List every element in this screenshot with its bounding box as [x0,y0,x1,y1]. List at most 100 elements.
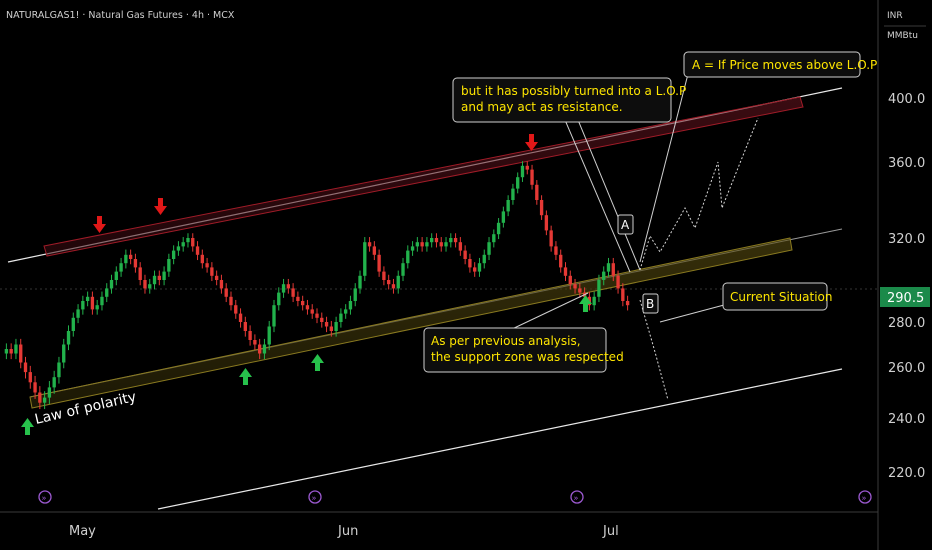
label-b-box[interactable]: B [642,293,659,314]
candle [167,253,171,277]
candle [238,308,243,328]
candle [148,278,152,294]
current-price-badge: 290.5 [880,287,930,307]
candle [95,299,99,315]
candle [176,241,181,256]
candle [320,312,324,328]
candle [434,233,439,248]
candle [229,291,233,311]
candle [195,241,200,261]
current-situation-text: Current Situation [730,290,833,304]
scenario-a-path [639,117,759,271]
candle [157,270,161,286]
candle [257,338,262,360]
y-tick-label: 240.0 [888,412,925,427]
candle [339,308,343,328]
scenario-a-pointer [639,73,689,263]
candle [363,237,367,282]
candle [348,295,353,315]
candle [549,225,553,252]
y-tick-label: 360.0 [888,156,925,171]
candle [85,291,90,307]
candle [300,295,305,311]
current-pointer [659,304,725,323]
candle [9,343,13,360]
candle [506,195,510,217]
candle [544,210,549,236]
candle [563,262,568,282]
candle [291,283,295,303]
lower-channel-line [157,368,843,510]
candle [372,241,377,261]
candle [52,370,56,394]
candle [568,270,572,290]
y-tick-label: 260.0 [888,361,925,376]
support-note-line2: the support zone was respected [431,350,624,364]
svg-text:»: » [862,494,867,503]
candle [439,237,443,252]
candle [477,257,482,277]
candle [468,253,472,273]
candle [305,299,310,315]
candle [128,249,133,265]
candle [511,183,515,205]
scenario-a-box[interactable]: A = If Price moves above L.O.P [683,51,877,78]
candle [516,172,520,194]
candle [353,283,357,307]
replay-icon[interactable]: » [570,490,584,504]
current-situation-box[interactable]: Current Situation [722,282,833,311]
candle [611,257,615,282]
candle [343,304,348,319]
candle [463,245,467,265]
candle [248,325,252,346]
support-note-box[interactable]: As per previous analysis, the support zo… [423,327,624,373]
candle [253,334,257,351]
candle [14,338,18,360]
candle [324,316,329,333]
down-arrow-icon [525,134,538,151]
candle [90,291,95,315]
candle [520,161,525,182]
time-axis[interactable] [0,512,878,550]
candle [387,274,391,290]
candle [138,262,142,286]
candle [458,237,463,256]
x-tick-labels: May Jun Jul [69,524,619,539]
candle [496,218,501,240]
candle [267,320,271,351]
candle [473,262,477,277]
candle [62,338,66,369]
candle [329,320,334,337]
x-tick-label: Jul [602,524,619,539]
candle [592,291,596,311]
y-tick-labels: 400.0 360.0 320.0 280.0 260.0 240.0 220.0 [888,92,925,481]
candle [133,253,138,273]
candle [453,233,458,248]
candle [616,270,620,294]
candle [621,283,625,307]
label-a-box[interactable]: A [617,214,634,235]
lop-note-box[interactable]: but it has possibly turned into a L.O.P … [452,77,686,123]
up-arrow-icon [239,368,252,385]
replay-icon[interactable]: » [308,490,322,504]
support-pointer [509,292,589,331]
currency-label: INR [887,11,903,21]
y-tick-label: 280.0 [888,316,925,331]
candle [262,338,267,360]
candle [191,233,195,252]
replay-icon[interactable]: » [858,490,872,504]
y-tick-label: 220.0 [888,466,925,481]
resistance-zone [43,96,804,257]
candle [334,316,338,337]
candle [377,249,381,277]
replay-icon[interactable]: » [38,490,52,504]
price-axis[interactable] [878,0,932,550]
candle [47,381,52,404]
candle [33,375,37,399]
lop-note-pointer [564,119,631,273]
candle [539,195,544,220]
candle [200,249,204,269]
candle [205,257,209,273]
candle [597,274,601,303]
